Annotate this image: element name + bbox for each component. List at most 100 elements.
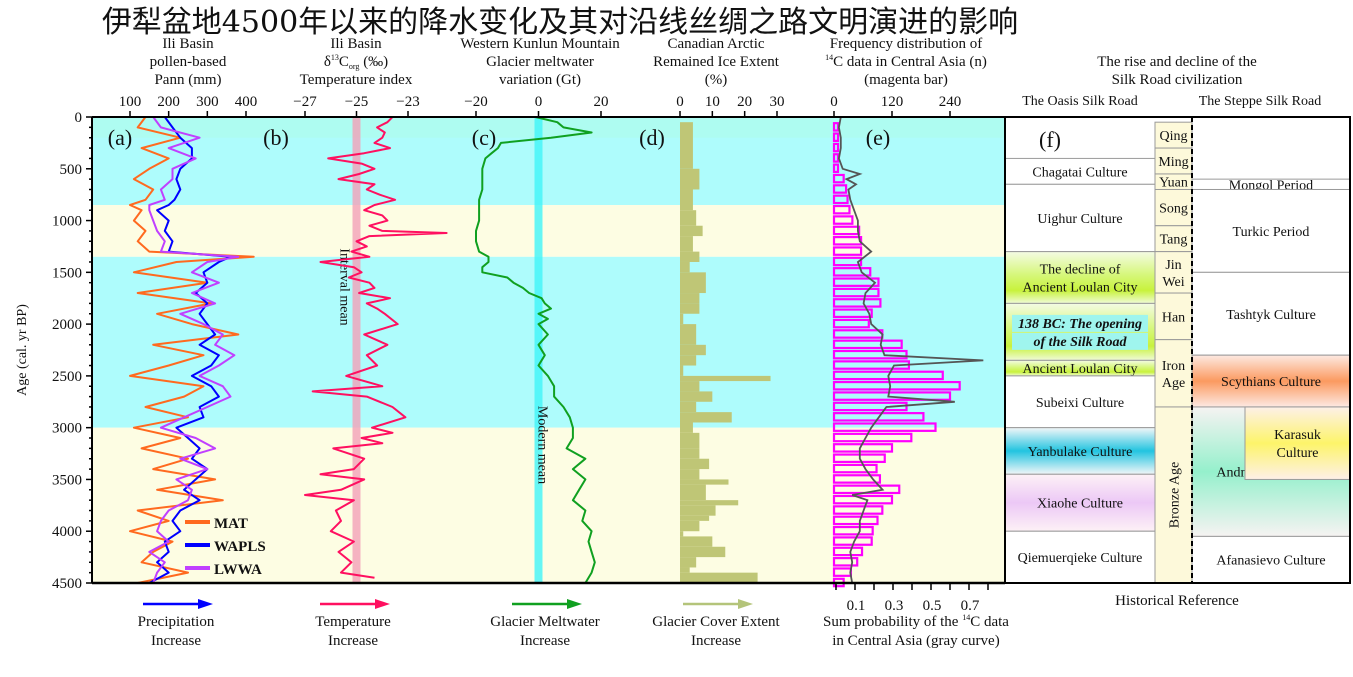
- panel-c-arrow-label: Glacier Meltwater: [490, 614, 600, 630]
- steppe-culture-block-karasuk: [1244, 406, 1351, 480]
- panel-b-reference-line: [352, 117, 361, 583]
- panel-d-arrow-label: Increase: [691, 633, 741, 649]
- panel-b-header-line: Temperature index: [300, 72, 413, 88]
- steppe-culture-block-label: Tashtyk Culture: [1226, 308, 1316, 323]
- panel-a-top-tick-label: 200: [157, 94, 180, 110]
- panel-a-header-line: Ili Basin: [162, 36, 214, 52]
- frequency-bar: [832, 246, 863, 256]
- panel-e-header-line: Frequency distribution of: [830, 36, 982, 52]
- frequency-bar: [832, 132, 840, 142]
- oasis-culture-block-label: Chagatai Culture: [1032, 165, 1127, 180]
- y-tick-label: 0: [75, 110, 83, 126]
- frequency-bar: [832, 173, 845, 184]
- panel-c: Modern mean (c): [472, 116, 596, 584]
- y-tick-label: 2500: [52, 369, 82, 385]
- y-axis-label: Age (cal. yr BP): [15, 304, 30, 396]
- ice-extent-bar: [680, 505, 716, 516]
- ice-extent-bar: [680, 432, 700, 449]
- ice-extent-bar: [680, 344, 706, 356]
- panel-d-header-line: Canadian Arctic: [667, 36, 764, 52]
- oasis-culture-block-label: of the Silk Road: [1034, 335, 1128, 350]
- dynasty-label: Jin: [1165, 258, 1181, 273]
- panel-c-top-tick-label: −20: [464, 94, 487, 110]
- highlight-background: [1012, 332, 1148, 350]
- dynasty-block: [1154, 406, 1193, 584]
- dynasty-block: [1154, 292, 1193, 341]
- frequency-bar: [832, 412, 925, 422]
- ice-extent-bar: [680, 313, 684, 325]
- ice-extent-bar: [680, 225, 703, 237]
- oasis-culture-block-label: Qiemuerqieke Culture: [1018, 551, 1143, 566]
- panel-b-reference-label: Interval mean: [337, 248, 352, 325]
- frequency-bar: [832, 463, 878, 474]
- ice-extent-bar: [680, 303, 700, 314]
- historical-reference-footer: Historical Reference: [1115, 593, 1239, 609]
- arrow-right-icon: [738, 599, 753, 609]
- ice-extent-bar: [680, 515, 710, 521]
- ice-extent-bar: [680, 375, 771, 382]
- oasis-culture-block-label: Uighur Culture: [1037, 212, 1122, 227]
- ice-extent-bar: [680, 531, 684, 537]
- dynasty-block: [1154, 121, 1193, 149]
- frequency-bar: [832, 235, 863, 246]
- ice-extent-bar: [680, 381, 700, 392]
- frequency-bar: [832, 474, 882, 484]
- series-line--13corg: [304, 116, 448, 579]
- panel-c-header-line: variation (Gt): [499, 72, 581, 88]
- frequency-bar: [832, 515, 879, 526]
- frequency-bar: [832, 142, 840, 153]
- ice-extent-bar: [680, 401, 697, 413]
- dynasty-label: Qing: [1160, 129, 1188, 144]
- panel-e-top-tick-label: 0: [830, 94, 838, 110]
- panel-e-bottom-tick-label: 0.7: [961, 598, 980, 614]
- ice-extent-bar: [680, 272, 706, 294]
- panel-c-arrow-label: Increase: [520, 633, 570, 649]
- steppe-culture-block-label: Turkic Period: [1233, 225, 1310, 240]
- steppe-culture-block-karasuk-label: Culture: [1277, 446, 1319, 461]
- frequency-bar: [832, 204, 851, 215]
- panel-a-arrow-label: Increase: [151, 633, 201, 649]
- ice-extent-bar: [680, 412, 732, 423]
- y-tick-label: 1000: [52, 214, 82, 230]
- y-tick-label: 3000: [52, 421, 82, 437]
- y-tick-label: 1500: [52, 265, 82, 281]
- panel-b-label: (b): [263, 125, 289, 150]
- panel-b: Interval mean (b): [263, 116, 448, 583]
- oasis-culture-block: [1004, 427, 1156, 475]
- panel-d-top-tick-label: 10: [705, 94, 720, 110]
- panel-e-bottom-tick-label: 0.3: [885, 598, 904, 614]
- y-tick-label: 500: [60, 162, 83, 178]
- figure-title: 伊犁盆地4500年以来的降水变化及其对沿线丝绸之路文明演进的影响: [102, 5, 1018, 40]
- ice-extent-bar: [680, 546, 726, 558]
- y-tick-label: 4500: [52, 576, 82, 592]
- dynasty-block: [1154, 188, 1193, 227]
- panel-a: (a) MAT WAPLS LWWA: [108, 116, 266, 584]
- frequency-bar: [832, 380, 961, 391]
- panel-f-header-line: Silk Road civilization: [1112, 72, 1243, 88]
- panel-f-label: (f): [1039, 127, 1061, 152]
- frequency-bar: [832, 122, 840, 132]
- frequency-bar: [832, 194, 849, 205]
- legend-label: WAPLS: [214, 539, 266, 555]
- steppe-culture-block-karasuk-label: Karasuk: [1274, 428, 1321, 443]
- highlight-background: [1012, 314, 1148, 332]
- steppe-silk-road-heading: The Steppe Silk Road: [1199, 94, 1322, 109]
- dynasty-label: Ming: [1158, 155, 1188, 170]
- series-line-mat: [129, 116, 255, 584]
- ice-extent-bar: [680, 210, 697, 226]
- ice-extent-bar: [680, 469, 700, 480]
- panel-e-header-line: 14C data in Central Asia (n): [825, 53, 987, 70]
- dynasty-label: Bronze Age: [1168, 462, 1183, 528]
- panels: (a) MAT WAPLS LWWA Interval mean (b) Modern me…: [108, 116, 984, 588]
- series-line-lwwa: [148, 116, 240, 584]
- panel-c-reference-line: [534, 117, 543, 583]
- panel-a-header-line: pollen-based: [150, 54, 227, 70]
- panel-e-bottom-axis-label: Sum probability of the 14C data: [823, 613, 1009, 630]
- ice-extent-bar: [680, 168, 700, 190]
- ice-extent-bar: [680, 293, 700, 304]
- ice-extent-bar: [680, 261, 690, 273]
- panel-e: (e): [832, 116, 984, 588]
- oasis-culture-block-label: Xiaohe Culture: [1037, 497, 1123, 512]
- ice-extent-bar: [680, 122, 693, 169]
